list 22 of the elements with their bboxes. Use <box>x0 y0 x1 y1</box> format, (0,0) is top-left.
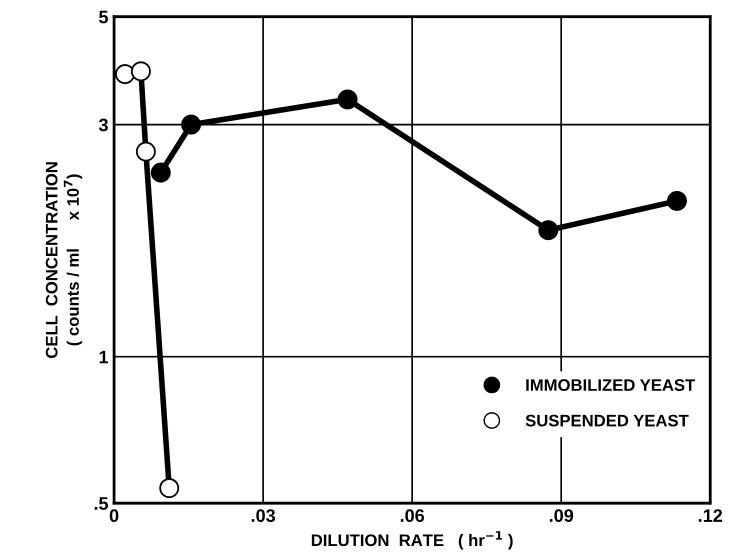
x-tick-label: .12 <box>698 509 722 522</box>
y-tick-label: 5 <box>99 10 108 24</box>
point <box>538 220 558 240</box>
y-tick-label: 1 <box>100 350 108 364</box>
point <box>181 114 202 135</box>
x-axis-title: DILUTION RATE ( hr$^{−1}$ ) <box>312 531 513 550</box>
point <box>338 89 358 110</box>
x-tick-label: .06 <box>400 509 424 522</box>
point <box>150 162 171 183</box>
point <box>115 64 135 84</box>
x-tick-label: .03 <box>252 509 276 522</box>
point <box>130 61 151 82</box>
y-tick-label: 3 <box>98 118 108 132</box>
legend-label: IMMOBILIZED YEAST <box>526 379 696 391</box>
point <box>159 478 180 498</box>
x-tick-label: 0 <box>110 509 118 522</box>
point <box>666 191 687 211</box>
y-tick-label: .5 <box>94 497 108 510</box>
point <box>136 142 156 162</box>
legend-label: SUSPENDED YEAST <box>526 414 689 427</box>
x-tick-label: .09 <box>550 509 574 522</box>
y-axis-title: CELL CONCENTRATION ( counts / ml x 10$^{7}$) <box>46 162 82 358</box>
